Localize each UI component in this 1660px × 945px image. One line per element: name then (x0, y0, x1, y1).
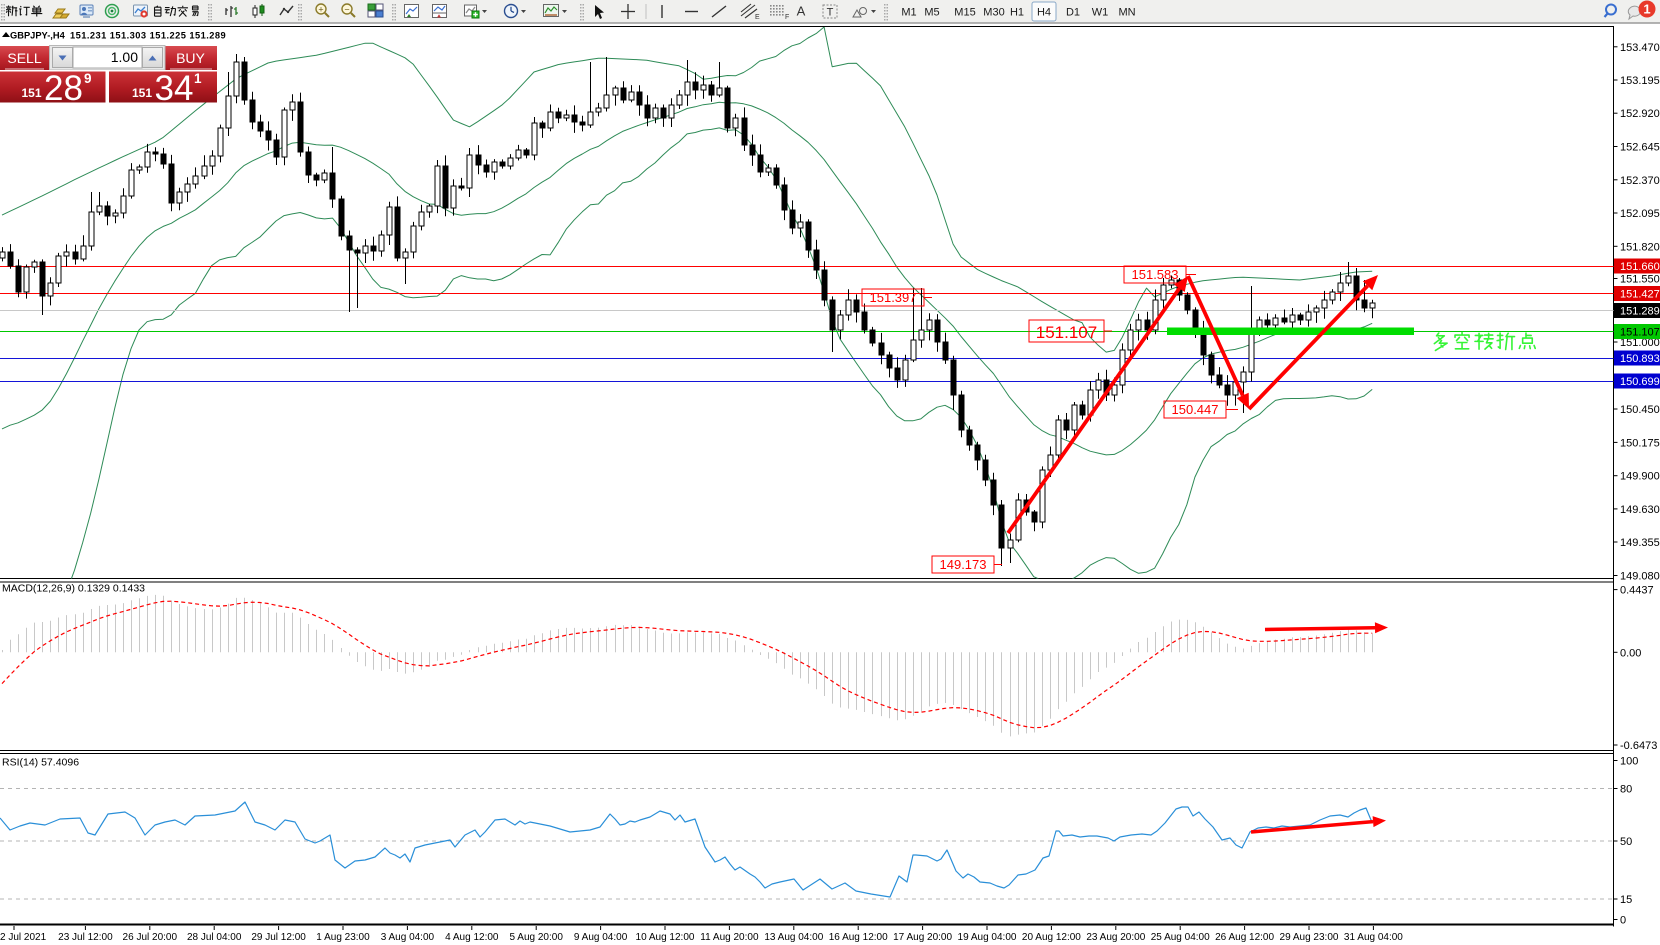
svg-text:1: 1 (1643, 2, 1650, 17)
svg-text:151.820: 151.820 (1620, 241, 1660, 253)
svg-text:M30: M30 (983, 7, 1004, 19)
svg-text:16 Aug 12:00: 16 Aug 12:00 (829, 932, 888, 943)
svg-text:151.397: 151.397 (870, 290, 917, 305)
svg-text:152.645: 152.645 (1620, 142, 1660, 154)
svg-text:151.427: 151.427 (1620, 289, 1660, 301)
svg-text:−: − (344, 5, 349, 15)
svg-text:152.920: 152.920 (1620, 108, 1660, 120)
svg-text:+: + (318, 5, 323, 15)
svg-text:151.231 151.303 151.225 151.28: 151.231 151.303 151.225 151.289 (70, 30, 226, 40)
svg-text:25 Aug 04:00: 25 Aug 04:00 (1151, 932, 1210, 943)
svg-text:5 Aug 20:00: 5 Aug 20:00 (510, 932, 564, 943)
svg-text:1.00: 1.00 (111, 49, 138, 65)
svg-text:E: E (755, 14, 760, 21)
svg-text:29 Jul 12:00: 29 Jul 12:00 (251, 932, 306, 943)
svg-text:11 Aug 20:00: 11 Aug 20:00 (700, 932, 759, 943)
svg-text:150.699: 150.699 (1620, 376, 1660, 388)
svg-text:153.470: 153.470 (1620, 42, 1660, 54)
svg-text:4 Aug 12:00: 4 Aug 12:00 (445, 932, 499, 943)
svg-text:26 Jul 20:00: 26 Jul 20:00 (123, 932, 178, 943)
svg-text:RSI(14) 57.4096: RSI(14) 57.4096 (2, 757, 79, 769)
svg-text:2 Jul 2021: 2 Jul 2021 (0, 932, 47, 943)
svg-text:23 Aug 20:00: 23 Aug 20:00 (1086, 932, 1145, 943)
svg-text:151.107: 151.107 (1620, 327, 1660, 339)
svg-text:17 Aug 20:00: 17 Aug 20:00 (893, 932, 952, 943)
svg-text:151.000: 151.000 (1620, 337, 1660, 349)
svg-text:152.370: 152.370 (1620, 175, 1660, 187)
svg-text:D1: D1 (1066, 7, 1080, 19)
svg-text:150.450: 150.450 (1620, 404, 1660, 416)
svg-text:23 Jul 12:00: 23 Jul 12:00 (58, 932, 113, 943)
svg-text:150.175: 150.175 (1620, 437, 1660, 449)
svg-text:153.195: 153.195 (1620, 75, 1660, 87)
svg-text:151: 151 (21, 86, 41, 100)
svg-text:T: T (827, 7, 834, 19)
svg-text:50: 50 (1620, 836, 1632, 848)
svg-text:151.660: 151.660 (1620, 261, 1660, 273)
svg-text:149.900: 149.900 (1620, 471, 1660, 483)
svg-text:28 Jul 04:00: 28 Jul 04:00 (187, 932, 242, 943)
svg-text:SELL: SELL (7, 50, 41, 66)
svg-text:152.095: 152.095 (1620, 208, 1660, 220)
svg-text:0.00: 0.00 (1620, 647, 1641, 659)
svg-text:13 Aug 04:00: 13 Aug 04:00 (764, 932, 823, 943)
svg-text:151: 151 (132, 86, 152, 100)
svg-text:F: F (785, 14, 789, 21)
svg-text:151.289: 151.289 (1620, 306, 1660, 318)
svg-text:28: 28 (44, 69, 83, 108)
svg-text:9 Aug 04:00: 9 Aug 04:00 (574, 932, 628, 943)
svg-text:150.447: 150.447 (1172, 402, 1219, 417)
svg-text:26 Aug 12:00: 26 Aug 12:00 (1215, 932, 1274, 943)
svg-text:151.550: 151.550 (1620, 274, 1660, 286)
svg-text:149.173: 149.173 (940, 557, 987, 572)
svg-text:A: A (797, 4, 806, 19)
svg-text:1: 1 (194, 71, 202, 86)
svg-text:3 Aug 04:00: 3 Aug 04:00 (381, 932, 435, 943)
svg-text:0.4437: 0.4437 (1620, 585, 1654, 597)
svg-text:H1: H1 (1010, 7, 1024, 19)
svg-text:9: 9 (84, 71, 92, 86)
svg-text:M5: M5 (924, 7, 939, 19)
svg-text:149.630: 149.630 (1620, 504, 1660, 516)
svg-text:151.107: 151.107 (1036, 323, 1097, 342)
svg-text:0: 0 (1620, 915, 1626, 927)
svg-text:1 Aug 23:00: 1 Aug 23:00 (316, 932, 370, 943)
svg-text:15: 15 (1620, 894, 1632, 906)
svg-text:19 Aug 04:00: 19 Aug 04:00 (958, 932, 1017, 943)
svg-text:BUY: BUY (176, 50, 205, 66)
svg-text:100: 100 (1620, 756, 1638, 768)
svg-text:MACD(12,26,9) 0.1329 0.1433: MACD(12,26,9) 0.1329 0.1433 (2, 583, 145, 595)
svg-text:149.080: 149.080 (1620, 571, 1660, 583)
svg-text:10 Aug 12:00: 10 Aug 12:00 (636, 932, 695, 943)
svg-text:31 Aug 04:00: 31 Aug 04:00 (1344, 932, 1403, 943)
svg-text:151.583: 151.583 (1132, 267, 1179, 282)
svg-text:20 Aug 12:00: 20 Aug 12:00 (1022, 932, 1081, 943)
svg-text:150.893: 150.893 (1620, 353, 1660, 365)
svg-text:34: 34 (155, 69, 194, 108)
svg-text:29 Aug 23:00: 29 Aug 23:00 (1280, 932, 1339, 943)
svg-text:W1: W1 (1092, 7, 1109, 19)
svg-text:MN: MN (1118, 7, 1135, 19)
svg-text:GBPJPY-,H4: GBPJPY-,H4 (10, 30, 66, 40)
svg-text:80: 80 (1620, 784, 1632, 796)
svg-text:149.355: 149.355 (1620, 537, 1660, 549)
svg-text:H4: H4 (1037, 7, 1051, 19)
svg-text:M1: M1 (901, 7, 916, 19)
svg-text:M15: M15 (954, 7, 975, 19)
svg-text:-0.6473: -0.6473 (1620, 740, 1657, 752)
